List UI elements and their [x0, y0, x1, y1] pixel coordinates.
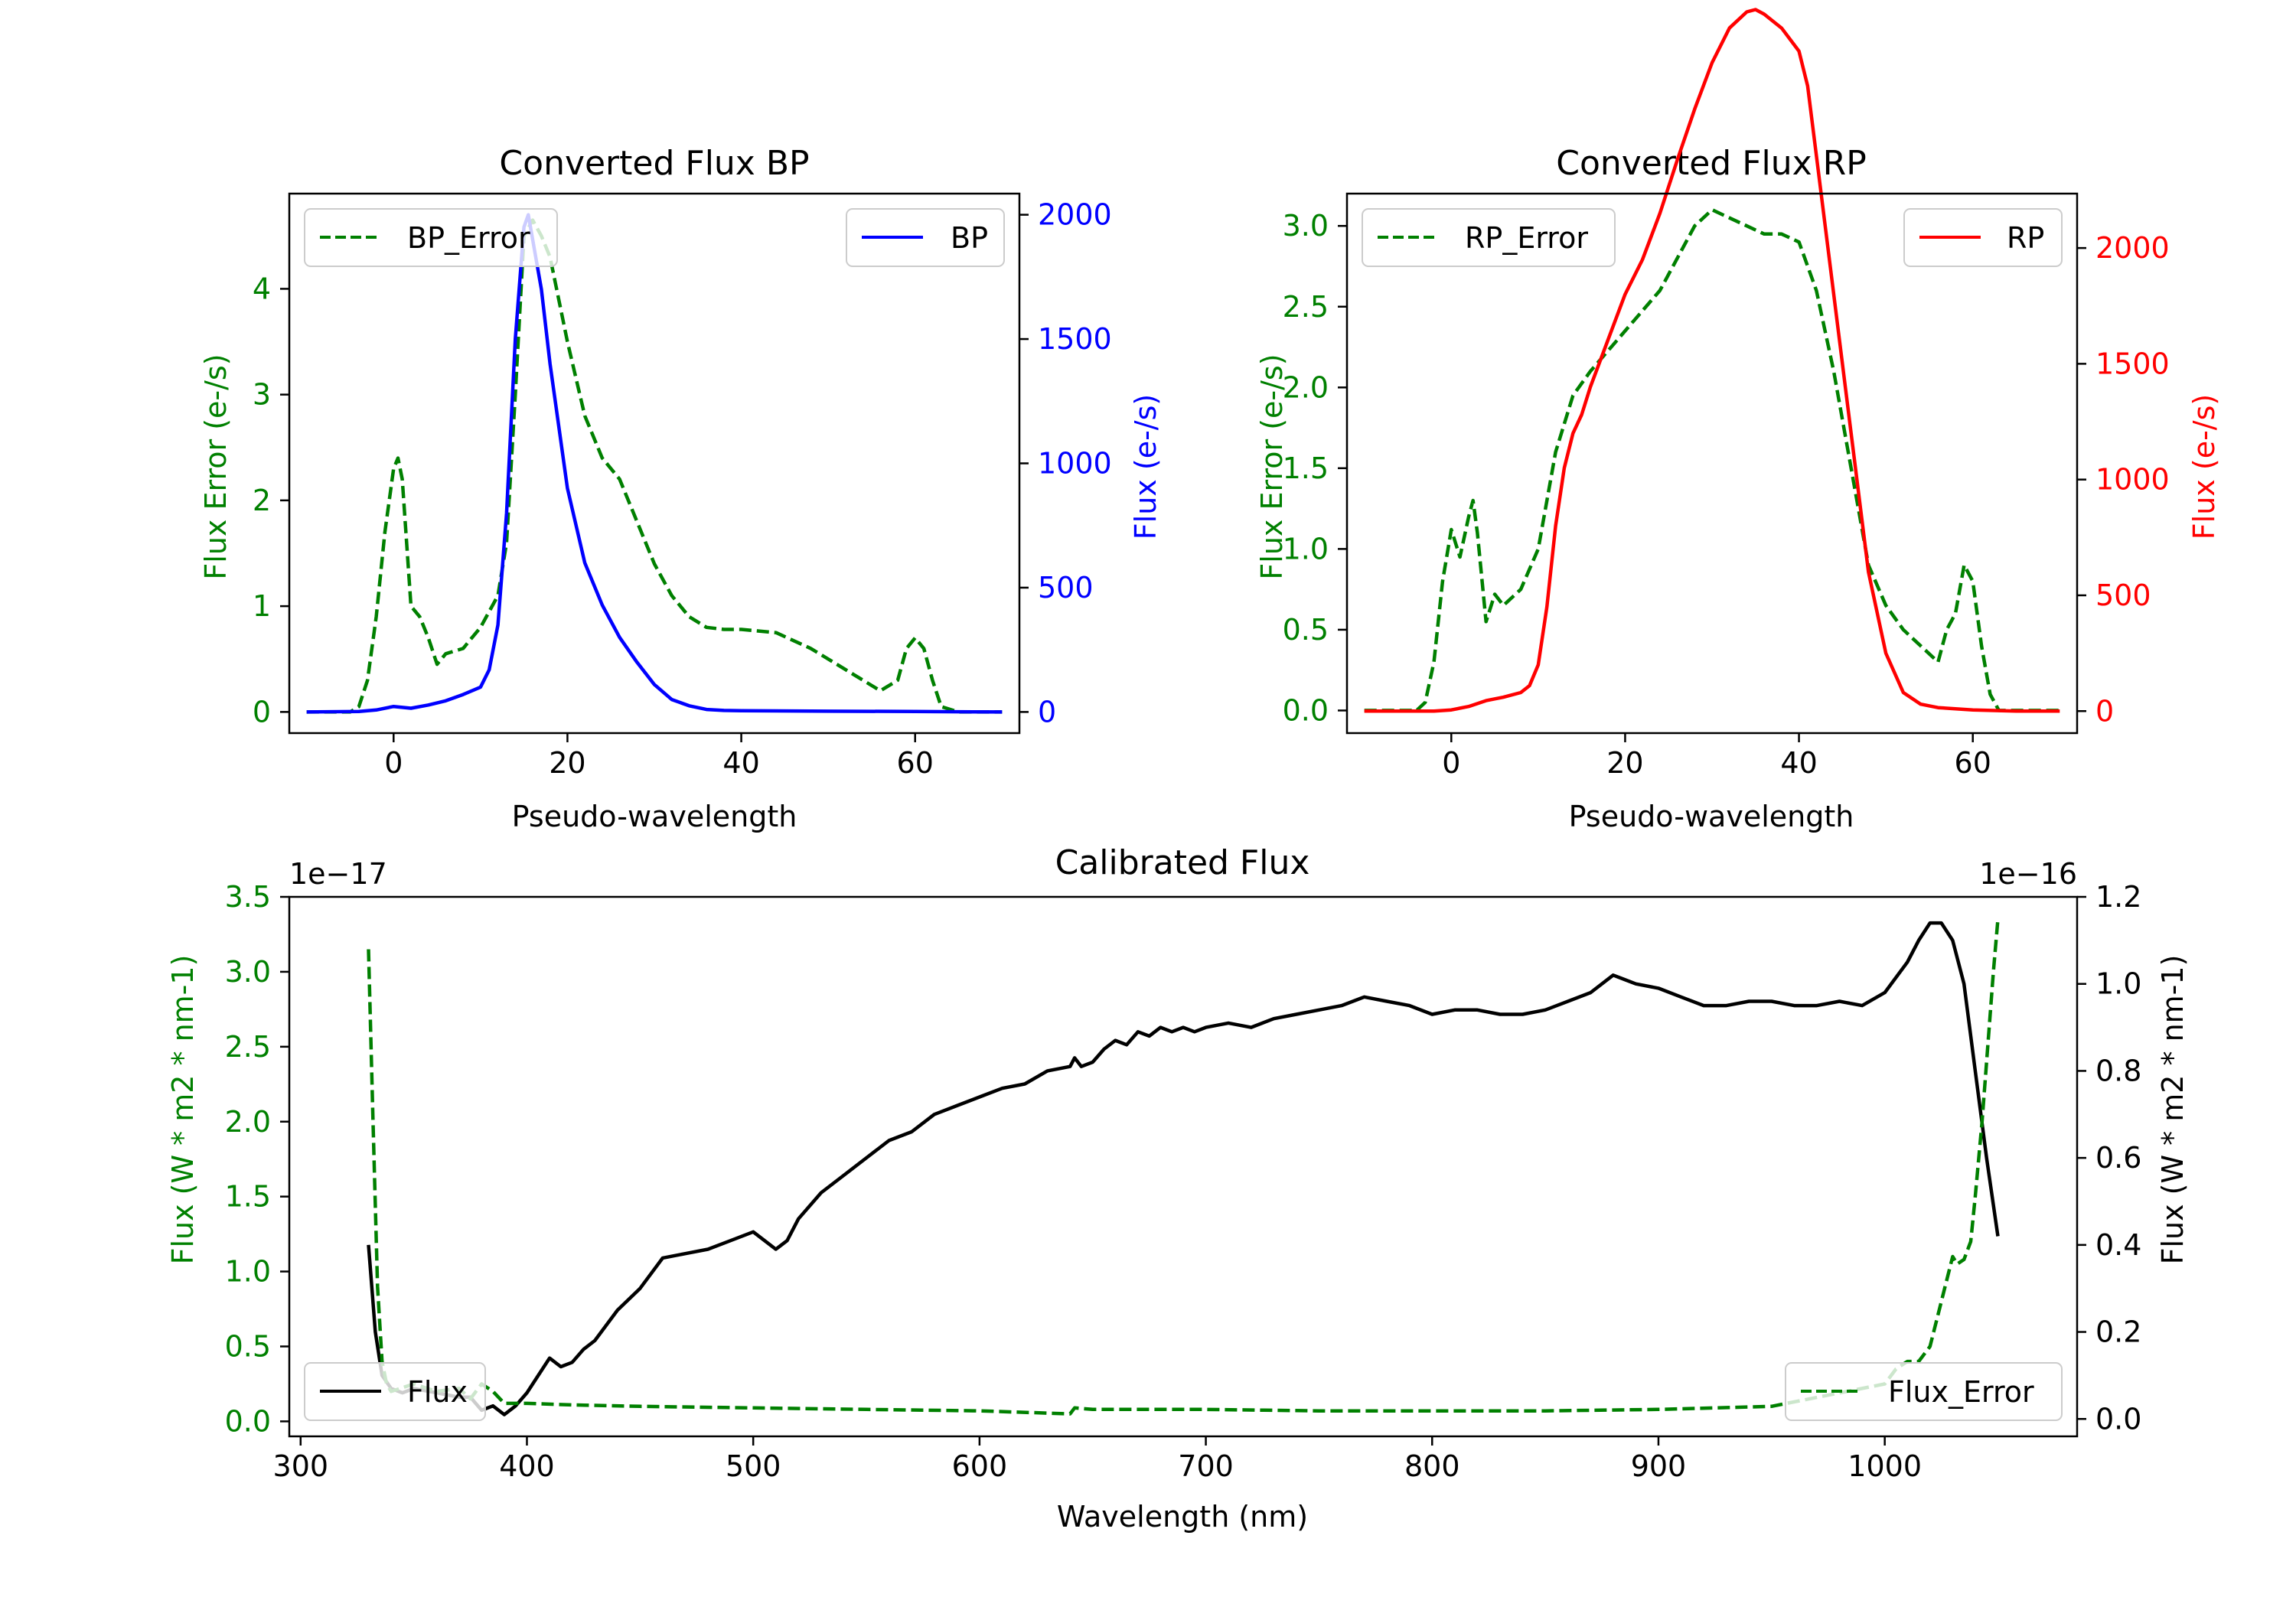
calibrated-legend-right: Flux_Error	[1785, 1362, 2063, 1421]
rp-left-tick-label: 2.5	[1283, 290, 1329, 324]
rp-x-tick-label: 20	[1606, 746, 1643, 780]
calibrated-series-flux	[367, 921, 2000, 1416]
calibrated-left-offset: 1e−17	[289, 857, 387, 891]
calibrated-x-tick-label: 900	[1631, 1449, 1687, 1483]
rp-x-tick-label: 0	[1442, 746, 1460, 780]
calibrated-left-tick-label: 2.5	[225, 1030, 271, 1064]
calibrated-x-tick-label: 500	[726, 1449, 781, 1483]
rp-legend-right: RP	[1903, 208, 2063, 267]
rp-left-axis-label: Flux Error (e-/s)	[1255, 354, 1289, 579]
rp-legend-right-label: RP	[2007, 221, 2044, 255]
calibrated-x-tick-label: 800	[1404, 1449, 1460, 1483]
calibrated-chart: Calibrated Flux Wavelength (nm) 1e−17 1e…	[166, 843, 2190, 1534]
bp-right-tick-label: 0	[1038, 695, 1056, 729]
calibrated-left-tick-label: 3.5	[225, 880, 271, 914]
bp-right-tick-label: 1000	[1038, 447, 1112, 481]
rp-right-tick-label: 1500	[2095, 347, 2170, 380]
calibrated-left-tick-label: 3.0	[225, 955, 271, 989]
bp-left-tick-label: 1	[253, 589, 271, 623]
calibrated-right-tick-label: 0.6	[2095, 1141, 2141, 1175]
calibrated-right-tick-label: 0.2	[2095, 1315, 2141, 1349]
rp-left-tick-label: 0.5	[1283, 613, 1329, 647]
rp-plot-area	[1364, 8, 2060, 713]
bp-right-tick-label: 500	[1038, 571, 1094, 605]
rp-legend-left: RP_Error	[1362, 208, 1616, 267]
calibrated-x-tick-label: 1000	[1848, 1449, 1922, 1483]
rp-x-tick-label: 40	[1780, 746, 1817, 780]
rp-chart: Converted Flux RP Pseudo-wavelength Flux…	[1255, 8, 2221, 833]
calibrated-ticks: 300 400 500 600 700 800 900 1000 0.0 0.5 1.0 1.5 2.0…	[225, 880, 2142, 1483]
bp-right-axis-label: Flux (e-/s)	[1129, 394, 1163, 539]
bp-chart-title: Converted Flux BP	[499, 144, 809, 183]
calibrated-right-tick-label: 0.4	[2095, 1228, 2141, 1262]
calibrated-left-tick-label: 2.0	[225, 1105, 271, 1139]
rp-left-tick-label: 0.0	[1283, 693, 1329, 727]
rp-right-tick-label: 2000	[2095, 231, 2170, 265]
calibrated-right-tick-label: 0.0	[2095, 1402, 2141, 1436]
bp-series-bp	[306, 213, 1003, 714]
calibrated-axes-frame	[288, 895, 2079, 1438]
rp-x-axis-label: Pseudo-wavelength	[1569, 800, 1854, 833]
rp-left-tick-label: 2.0	[1283, 370, 1329, 404]
rp-ticks: 0 20 40 60 0.0 0.5 1.0 1.5 2.0 2.5 3.0 0 500 1000 1500…	[1283, 209, 2170, 780]
calibrated-chart-title: Calibrated Flux	[1055, 843, 1310, 882]
rp-series-rp-error	[1364, 207, 2060, 712]
calibrated-left-tick-label: 0.0	[225, 1404, 271, 1438]
calibrated-series-flux-error	[367, 919, 2000, 1416]
rp-x-tick-label: 60	[1955, 746, 1991, 780]
bp-x-axis-label: Pseudo-wavelength	[512, 800, 797, 833]
rp-left-tick-label: 1.0	[1283, 532, 1329, 566]
rp-right-tick-label: 0	[2095, 694, 2114, 728]
calibrated-right-offset: 1e−16	[1979, 857, 2077, 891]
rp-right-tick-label: 500	[2095, 579, 2151, 612]
bp-left-tick-label: 2	[253, 484, 271, 517]
bp-x-tick-label: 40	[722, 746, 759, 780]
bp-x-tick-label: 0	[384, 746, 403, 780]
calibrated-x-tick-label: 300	[273, 1449, 329, 1483]
calibrated-x-tick-label: 400	[499, 1449, 555, 1483]
bp-series-bp-error	[306, 218, 1003, 714]
calibrated-right-tick-label: 1.0	[2095, 967, 2141, 1001]
calibrated-left-tick-label: 1.5	[225, 1180, 271, 1214]
rp-series-rp	[1364, 8, 2060, 713]
bp-legend-right-label: BP	[951, 221, 988, 255]
calibrated-right-tick-label: 1.2	[2095, 880, 2141, 914]
bp-axes-frame	[288, 192, 1021, 735]
bp-right-tick-label: 2000	[1038, 198, 1112, 232]
rp-axes-frame	[1345, 192, 2079, 735]
rp-left-tick-label: 1.5	[1283, 451, 1329, 485]
calibrated-right-tick-label: 0.8	[2095, 1054, 2141, 1087]
bp-legend-left: BP_Error	[304, 208, 558, 267]
calibrated-plot-area	[367, 919, 2000, 1416]
calibrated-left-tick-label: 1.0	[225, 1255, 271, 1289]
bp-left-axis-label: Flux Error (e-/s)	[199, 354, 233, 579]
calibrated-left-tick-label: 0.5	[225, 1330, 271, 1364]
rp-right-tick-label: 1000	[2095, 463, 2170, 497]
calibrated-legend-right-label: Flux_Error	[1888, 1375, 2034, 1409]
calibrated-right-axis-label: Flux (W * m2 * nm-1)	[2156, 955, 2190, 1265]
calibrated-x-axis-label: Wavelength (nm)	[1057, 1500, 1308, 1534]
bp-x-tick-label: 20	[549, 746, 585, 780]
rp-right-axis-label: Flux (e-/s)	[2187, 394, 2221, 539]
bp-left-tick-label: 3	[253, 378, 271, 412]
rp-legend-left-label: RP_Error	[1465, 221, 1588, 255]
calibrated-left-axis-label: Flux (W * m2 * nm-1)	[166, 955, 200, 1265]
bp-chart: Converted Flux BP Pseudo-wavelength Flux…	[199, 144, 1163, 833]
bp-x-tick-label: 60	[897, 746, 934, 780]
calibrated-legend-left-label: Flux	[407, 1375, 468, 1409]
rp-left-tick-label: 3.0	[1283, 209, 1329, 243]
calibrated-legend-left: Flux	[304, 1362, 486, 1421]
bp-legend-right: BP	[846, 208, 1005, 267]
bp-plot-area	[306, 213, 1003, 714]
bp-legend-left-label: BP_Error	[407, 221, 530, 255]
calibrated-x-tick-label: 600	[952, 1449, 1008, 1483]
calibrated-x-tick-label: 700	[1178, 1449, 1234, 1483]
bp-right-tick-label: 1500	[1038, 322, 1112, 356]
bp-left-tick-label: 0	[253, 695, 271, 729]
bp-left-tick-label: 4	[253, 272, 271, 305]
